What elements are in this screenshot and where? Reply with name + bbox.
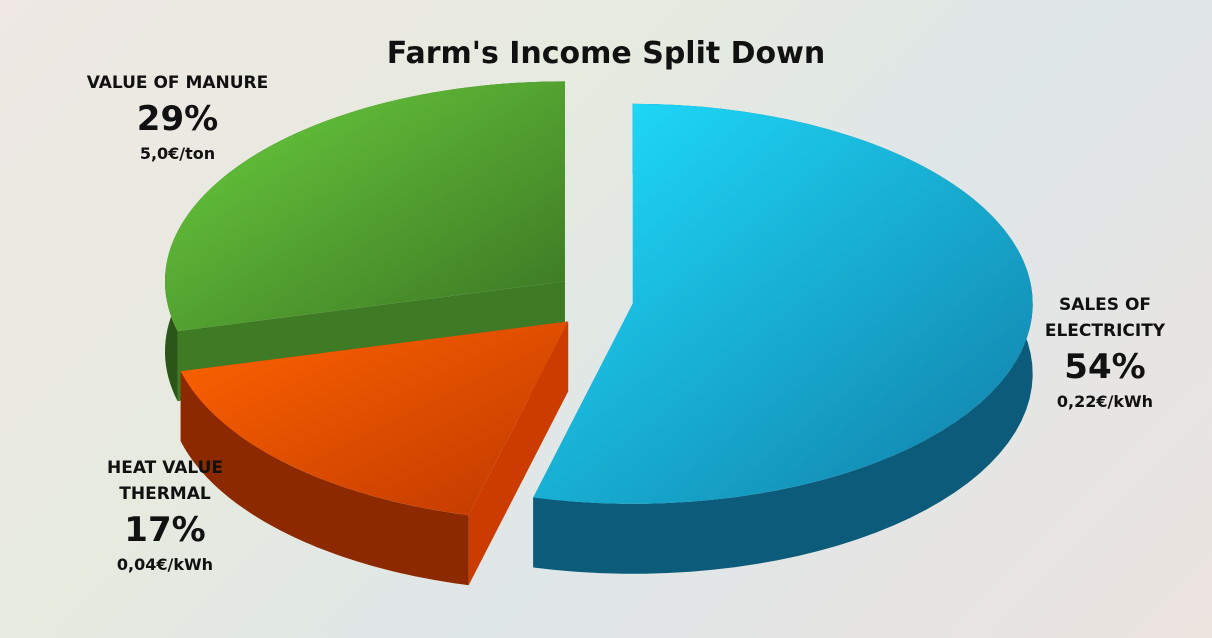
category-label: SALES OF ELECTRICITY xyxy=(1044,295,1166,341)
value-label: 54% xyxy=(1064,347,1146,387)
annotation: 0,22€/kWh xyxy=(1056,392,1154,411)
value-label: 17% xyxy=(124,510,206,550)
value-label: 29% xyxy=(136,99,219,139)
annotation: 0,04€/kWh xyxy=(116,555,214,574)
annotation: 5,0€/ton xyxy=(139,144,216,163)
slice xyxy=(533,103,1033,504)
slice xyxy=(164,81,565,332)
category-label: VALUE OF MANURE xyxy=(86,73,269,93)
slice-label: HEAT VALUE THERMAL 17% 0,04€/kWh xyxy=(65,455,265,577)
slice-label: VALUE OF MANURE 29% 5,0€/ton xyxy=(40,70,315,166)
chart-title: Farm's Income Split Down xyxy=(386,36,826,71)
slice xyxy=(180,321,569,516)
category-label: HEAT VALUE THERMAL xyxy=(107,458,223,504)
slice-label: SALES OF ELECTRICITY 54% 0,22€/kWh xyxy=(1025,292,1185,414)
slice-side xyxy=(180,371,469,586)
